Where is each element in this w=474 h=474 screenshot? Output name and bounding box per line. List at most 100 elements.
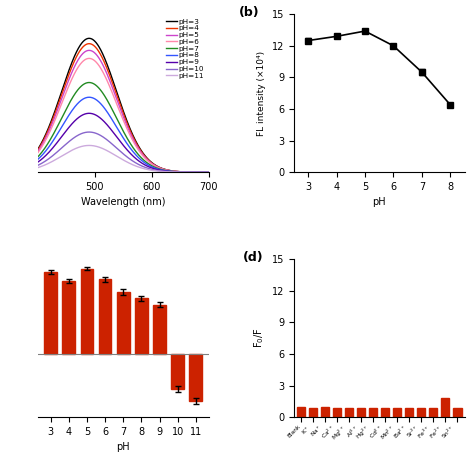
- Y-axis label: F$_0$/F: F$_0$/F: [253, 328, 266, 348]
- Line: pH=11: pH=11: [32, 146, 214, 172]
- X-axis label: Wavelength (nm): Wavelength (nm): [81, 198, 165, 208]
- pH=8: [62, 119, 67, 125]
- pH=3: [112, 83, 118, 89]
- pH=8: [151, 165, 157, 171]
- pH=10: [167, 169, 173, 174]
- pH=6: [62, 94, 67, 100]
- Line: pH=7: pH=7: [32, 82, 214, 172]
- Line: pH=8: pH=8: [32, 97, 214, 172]
- pH=9: [167, 169, 173, 174]
- pH=11: [137, 164, 143, 170]
- Bar: [190, 354, 202, 401]
- pH=7: [137, 154, 143, 159]
- Text: (b): (b): [239, 6, 260, 19]
- Legend: pH=3, pH=4, pH=5, pH=6, pH=7, pH=8, pH=9, pH=10, pH=11: pH=3, pH=4, pH=5, pH=6, pH=7, pH=8, pH=9…: [165, 18, 205, 80]
- pH=5: [29, 155, 35, 161]
- pH=3: [137, 146, 143, 151]
- pH=9: [86, 110, 92, 116]
- pH=6: [211, 169, 217, 175]
- pH=10: [211, 169, 217, 175]
- pH=7: [76, 86, 82, 91]
- pH=7: [29, 159, 35, 165]
- pH=6: [86, 55, 92, 61]
- pH=7: [151, 164, 157, 170]
- pH=6: [167, 168, 173, 173]
- pH=10: [86, 129, 92, 135]
- pH=10: [112, 144, 118, 149]
- pH=4: [62, 84, 67, 90]
- pH=6: [137, 149, 143, 155]
- pH=5: [62, 88, 67, 94]
- pH=3: [151, 162, 157, 167]
- pH=4: [211, 169, 217, 175]
- pH=7: [167, 168, 173, 174]
- Bar: [333, 408, 341, 417]
- pH=11: [76, 145, 82, 150]
- Bar: [417, 408, 426, 417]
- Bar: [309, 408, 317, 417]
- pH=4: [76, 49, 82, 55]
- Bar: [99, 279, 111, 354]
- pH=10: [151, 167, 157, 173]
- pH=11: [112, 152, 118, 158]
- pH=9: [62, 130, 67, 136]
- Bar: [405, 408, 413, 417]
- pH=5: [76, 55, 82, 61]
- pH=3: [29, 154, 35, 160]
- Bar: [117, 292, 129, 354]
- Bar: [135, 298, 148, 354]
- pH=9: [211, 169, 217, 175]
- Bar: [429, 408, 438, 417]
- pH=8: [137, 156, 143, 162]
- pH=4: [137, 146, 143, 152]
- pH=9: [151, 166, 157, 172]
- pH=11: [29, 166, 35, 172]
- Bar: [393, 408, 401, 417]
- pH=3: [86, 36, 92, 41]
- pH=4: [29, 155, 35, 160]
- Bar: [63, 281, 75, 354]
- Bar: [297, 407, 305, 417]
- Line: pH=5: pH=5: [32, 50, 214, 172]
- pH=10: [62, 143, 67, 148]
- pH=6: [29, 156, 35, 162]
- pH=5: [211, 169, 217, 175]
- pH=9: [112, 132, 118, 137]
- pH=7: [62, 110, 67, 116]
- pH=7: [112, 112, 118, 118]
- Bar: [171, 354, 184, 389]
- pH=8: [211, 169, 217, 175]
- X-axis label: pH: pH: [117, 442, 130, 452]
- Bar: [44, 272, 57, 354]
- pH=3: [62, 81, 67, 86]
- X-axis label: pH: pH: [373, 198, 386, 208]
- pH=3: [167, 168, 173, 173]
- pH=10: [137, 162, 143, 168]
- Line: pH=3: pH=3: [32, 38, 214, 172]
- Bar: [345, 408, 353, 417]
- pH=8: [29, 161, 35, 166]
- pH=11: [86, 143, 92, 148]
- Text: (d): (d): [243, 251, 264, 264]
- pH=4: [151, 162, 157, 167]
- pH=10: [76, 132, 82, 137]
- Line: pH=6: pH=6: [32, 58, 214, 172]
- Line: pH=9: pH=9: [32, 113, 214, 172]
- Bar: [153, 305, 166, 354]
- pH=5: [112, 91, 118, 97]
- pH=11: [62, 152, 67, 157]
- pH=5: [137, 147, 143, 153]
- pH=9: [137, 159, 143, 164]
- Bar: [381, 408, 390, 417]
- Bar: [321, 407, 329, 417]
- pH=5: [86, 47, 92, 53]
- Line: pH=4: pH=4: [32, 44, 214, 172]
- pH=7: [211, 169, 217, 175]
- pH=11: [151, 168, 157, 173]
- pH=8: [86, 94, 92, 100]
- pH=5: [167, 168, 173, 173]
- pH=11: [167, 169, 173, 175]
- pH=6: [76, 63, 82, 69]
- pH=3: [76, 44, 82, 50]
- pH=10: [29, 165, 35, 171]
